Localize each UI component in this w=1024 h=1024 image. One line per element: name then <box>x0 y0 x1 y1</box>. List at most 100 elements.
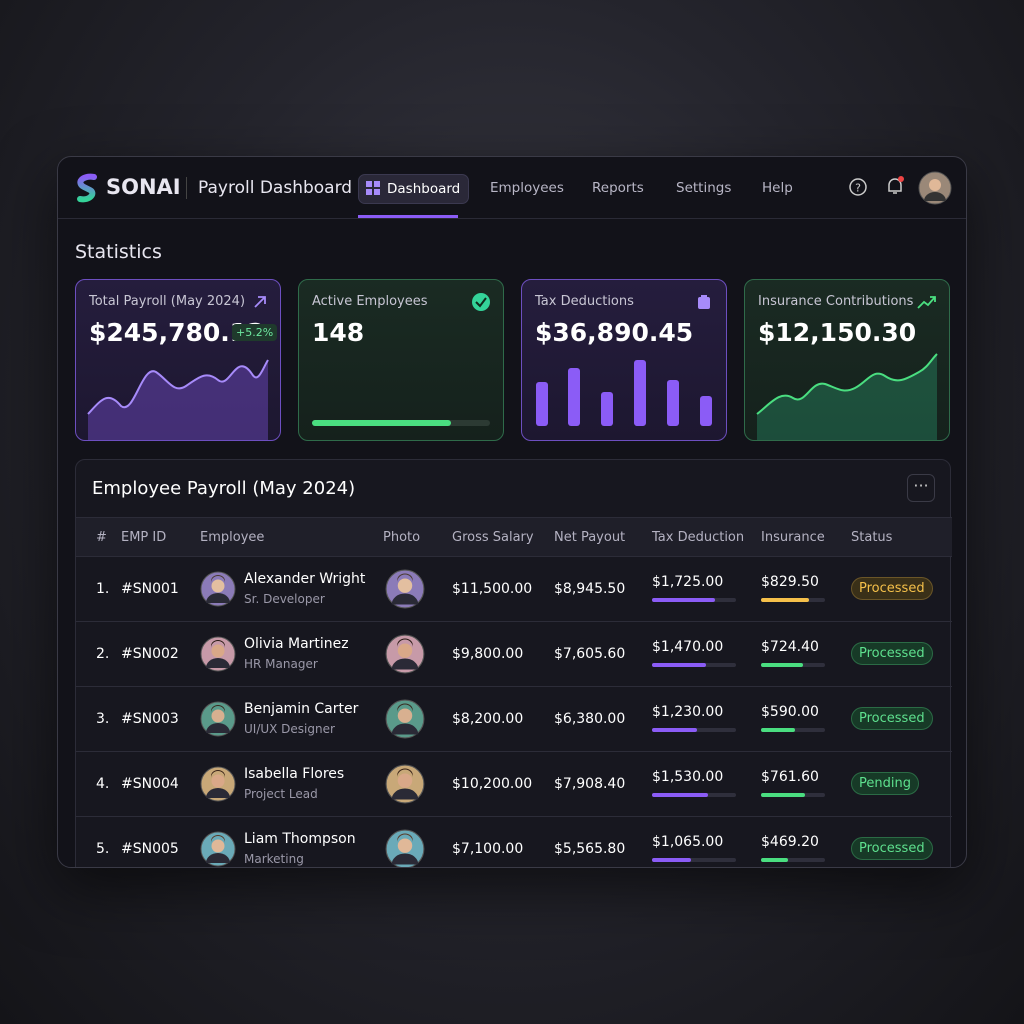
photo <box>385 569 425 609</box>
more-button[interactable]: ··· <box>907 474 935 502</box>
table-row[interactable]: 3. #SN003 Benjamin Carter UI/UX Designer $8,… <box>76 687 952 752</box>
svg-text:?: ? <box>855 182 861 195</box>
table-row[interactable]: 2. #SN002 Olivia Martinez HR Manager $9,800.… <box>76 622 952 687</box>
status-badge: Processed <box>851 837 933 860</box>
sparkline <box>756 353 938 440</box>
net-payout: $5,565.80 <box>554 841 626 857</box>
card-label: Active Employees <box>312 294 428 309</box>
insurance-bar <box>761 663 803 667</box>
dashboard-window: SONAI Payroll Dashboard Dashboard Employ… <box>57 156 967 868</box>
emp-id: #SN002 <box>121 646 179 662</box>
stat-card: Active Employees 148 <box>298 279 504 441</box>
table-row[interactable]: 5. #SN005 Liam Thompson Marketing $7,100.00 $… <box>76 817 952 867</box>
insurance-amount: $590.00 <box>761 704 819 720</box>
net-payout: $8,945.50 <box>554 581 626 597</box>
employee-role: UI/UX Designer <box>244 722 335 736</box>
icon <box>917 296 936 309</box>
help-button[interactable]: ? <box>848 177 868 197</box>
table-row[interactable]: 4. #SN004 Isabella Flores Project Lead $10,2… <box>76 752 952 817</box>
tax-amount: $1,470.00 <box>652 639 724 655</box>
employee-name: Alexander Wright <box>244 571 366 587</box>
tax-amount: $1,230.00 <box>652 704 724 720</box>
nav-employees[interactable]: Employees <box>490 180 564 196</box>
column-header: Tax Deduction <box>652 530 745 545</box>
nav-reports[interactable]: Reports <box>592 180 644 196</box>
insurance-bar-track <box>761 858 825 862</box>
net-payout: $6,380.00 <box>554 711 626 727</box>
insurance-bar <box>761 598 809 602</box>
avatar <box>200 701 236 737</box>
employee-name: Olivia Martinez <box>244 636 349 652</box>
insurance-bar-track <box>761 663 825 667</box>
net-payout: $7,605.60 <box>554 646 626 662</box>
section-title: Statistics <box>75 241 162 263</box>
card-label: Insurance Contributions <box>758 294 914 309</box>
row-index: 4. <box>96 776 110 792</box>
column-header: Employee <box>200 530 265 545</box>
net-payout: $7,908.40 <box>554 776 626 792</box>
sparkline <box>87 359 269 440</box>
bar-decoration <box>536 360 712 426</box>
tax-bar <box>652 858 691 862</box>
card-badge: +5.2% <box>232 324 278 341</box>
card-label: Tax Deductions <box>535 294 634 309</box>
emp-id: #SN001 <box>121 581 179 597</box>
payroll-table: Employee Payroll (May 2024) ··· # EMP ID E… <box>75 459 952 867</box>
column-header: Gross Salary <box>452 530 534 545</box>
tax-bar-track <box>652 858 736 862</box>
progress-fill <box>312 420 451 426</box>
nav-help[interactable]: Help <box>762 180 793 196</box>
insurance-amount: $469.20 <box>761 834 819 850</box>
insurance-bar-track <box>761 598 825 602</box>
tax-amount: $1,530.00 <box>652 769 724 785</box>
emp-id: #SN004 <box>121 776 179 792</box>
row-index: 5. <box>96 841 110 857</box>
tax-bar <box>652 728 697 732</box>
status-badge: Processed <box>851 577 933 600</box>
gross-salary: $7,100.00 <box>452 841 524 857</box>
gross-salary: $9,800.00 <box>452 646 524 662</box>
stat-card: Tax Deductions $36,890.45 <box>521 279 727 441</box>
tax-bar-track <box>652 793 736 797</box>
employee-name: Benjamin Carter <box>244 701 359 717</box>
tax-amount: $1,725.00 <box>652 574 724 590</box>
column-header: EMP ID <box>121 530 167 545</box>
card-value: 148 <box>312 318 365 347</box>
card-value: $12,150.30 <box>758 318 917 347</box>
table-row[interactable]: 1. #SN001 Alexander Wright Sr. Developer $11… <box>76 557 952 622</box>
tax-bar <box>652 663 706 667</box>
employee-role: Project Lead <box>244 787 318 801</box>
insurance-bar-track <box>761 728 825 732</box>
table-header: # EMP ID Employee Photo Gross Salary Net Payo… <box>76 517 952 557</box>
gross-salary: $8,200.00 <box>452 711 524 727</box>
avatar <box>200 571 236 607</box>
nav-settings[interactable]: Settings <box>676 180 732 196</box>
insurance-amount: $724.40 <box>761 639 819 655</box>
avatar <box>200 636 236 672</box>
card-value: $36,890.45 <box>535 318 694 347</box>
tax-bar-track <box>652 663 736 667</box>
employee-role: Marketing <box>244 852 304 866</box>
tax-bar <box>652 598 715 602</box>
status-badge: Pending <box>851 772 919 795</box>
column-header: # <box>96 530 107 545</box>
photo <box>385 634 425 674</box>
insurance-bar-track <box>761 793 825 797</box>
progress-track <box>312 420 490 426</box>
icon <box>254 296 266 308</box>
divider <box>186 177 187 199</box>
user-avatar[interactable] <box>918 171 952 205</box>
photo <box>385 764 425 804</box>
row-index: 1. <box>96 581 110 597</box>
emp-id: #SN005 <box>121 841 179 857</box>
stat-card: Insurance Contributions $12,150.30 <box>744 279 950 441</box>
gross-salary: $10,200.00 <box>452 776 533 792</box>
notifications-button[interactable] <box>884 175 906 197</box>
active-underline <box>358 215 458 218</box>
gross-salary: $11,500.00 <box>452 581 533 597</box>
photo <box>385 829 425 867</box>
avatar <box>200 766 236 802</box>
status-badge: Processed <box>851 707 933 730</box>
column-header: Insurance <box>761 530 825 545</box>
